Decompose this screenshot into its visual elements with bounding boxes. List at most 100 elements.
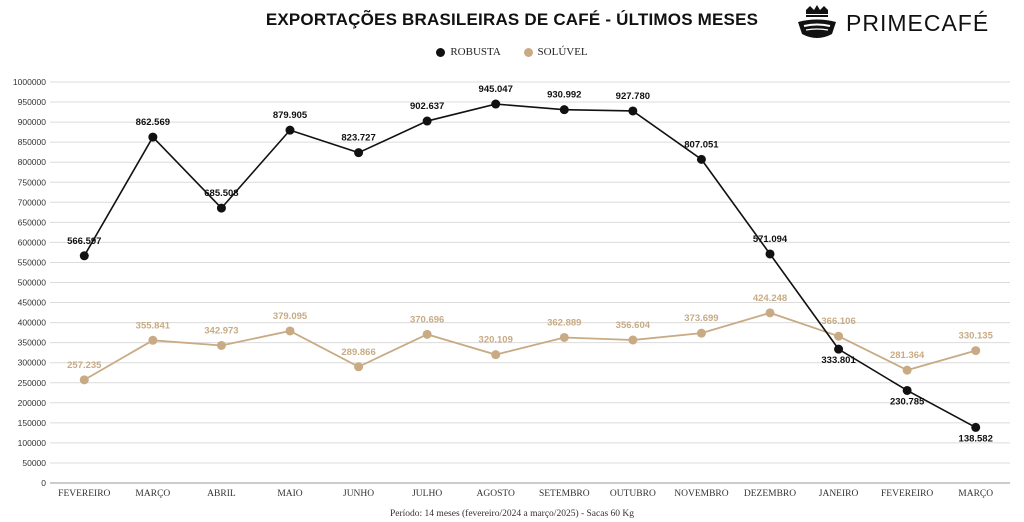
data-point-robusta <box>971 422 981 432</box>
data-point-robusta <box>559 105 569 115</box>
chart-footer-period: Período: 14 meses (fevereiro/2024 a març… <box>389 509 635 519</box>
data-point-robusta <box>285 125 295 135</box>
brand-name: PRIMECAFÉ <box>846 10 990 36</box>
data-label-robusta: 879.905 <box>273 110 308 121</box>
data-label-robusta: 862.569 <box>136 117 170 128</box>
y-tick-label: 550000 <box>18 257 47 267</box>
data-point-soluvel <box>354 362 364 372</box>
data-label-soluvel: 362.889 <box>547 317 581 328</box>
data-label-soluvel: 370.696 <box>410 314 444 325</box>
legend-item-robusta: ROBUSTA <box>436 46 501 58</box>
data-label-soluvel: 281.364 <box>890 350 925 361</box>
data-label-soluvel: 355.841 <box>136 320 171 331</box>
data-point-soluvel <box>79 375 89 385</box>
x-tick-label: FEVEREIRO <box>881 489 933 499</box>
y-tick-label: 900000 <box>18 117 47 127</box>
x-tick-label: DEZEMBRO <box>744 489 796 499</box>
brand-logo: PRIMECAFÉ <box>790 4 1020 44</box>
chart-legend: ROBUSTA SOLÚVEL <box>0 46 1024 60</box>
legend-label-robusta: ROBUSTA <box>450 46 501 58</box>
data-label-soluvel: 366.106 <box>821 316 855 327</box>
data-label-soluvel: 379.095 <box>273 311 308 322</box>
data-point-soluvel <box>216 340 226 350</box>
data-label-robusta: 927.780 <box>616 91 650 102</box>
data-point-robusta <box>354 148 364 158</box>
data-label-soluvel: 356.604 <box>616 320 651 331</box>
data-point-soluvel <box>491 350 501 360</box>
data-label-soluvel: 373.699 <box>684 313 718 324</box>
y-tick-label: 50000 <box>22 458 46 468</box>
x-tick-label: OUTUBRO <box>610 489 656 499</box>
data-point-soluvel <box>559 332 569 342</box>
coffee-cup-crown-icon <box>798 5 836 38</box>
y-tick-label: 100000 <box>18 438 47 448</box>
data-label-robusta: 230.785 <box>890 396 925 407</box>
data-point-soluvel <box>148 335 158 345</box>
y-tick-label: 200000 <box>18 398 47 408</box>
legend-marker-robusta <box>436 47 446 57</box>
data-label-robusta: 333.801 <box>821 355 856 366</box>
data-point-soluvel <box>628 335 638 345</box>
data-point-robusta <box>628 106 638 116</box>
y-tick-label: 450000 <box>18 298 47 308</box>
x-tick-label: MARÇO <box>958 489 993 499</box>
x-tick-label: FEVEREIRO <box>58 489 110 499</box>
x-tick-label: MAIO <box>277 489 302 499</box>
y-tick-label: 350000 <box>18 338 47 348</box>
data-point-robusta <box>765 249 775 259</box>
data-label-robusta: 807.051 <box>684 139 719 150</box>
data-label-soluvel: 424.248 <box>753 293 787 304</box>
data-point-soluvel <box>285 326 295 336</box>
y-tick-label: 700000 <box>18 197 47 207</box>
x-tick-label: JULHO <box>412 489 442 499</box>
y-tick-label: 850000 <box>18 137 47 147</box>
x-tick-label: SETEMBRO <box>539 489 590 499</box>
series-line-robusta <box>83 103 977 429</box>
data-label-soluvel: 330.135 <box>959 331 994 342</box>
data-point-soluvel <box>696 328 706 338</box>
y-tick-label: 300000 <box>18 358 47 368</box>
data-label-robusta: 902.637 <box>410 101 444 112</box>
y-tick-label: 150000 <box>18 418 47 428</box>
data-point-robusta <box>422 116 432 126</box>
data-point-soluvel <box>902 365 912 375</box>
data-point-robusta <box>148 132 158 142</box>
data-point-robusta <box>491 99 501 109</box>
legend-label-soluvel: SOLÚVEL <box>537 46 588 58</box>
chart-title: EXPORTAÇÕES BRASILEIRAS DE CAFÉ - ÚLTIMO… <box>265 10 759 29</box>
y-tick-label: 1000000 <box>13 77 46 87</box>
legend-marker-soluvel <box>523 47 533 57</box>
y-tick-label: 950000 <box>18 97 47 107</box>
data-label-soluvel: 320.109 <box>479 335 513 346</box>
x-tick-label: JUNHO <box>343 489 374 499</box>
data-label-robusta: 138.582 <box>959 433 993 444</box>
x-tick-label: ABRIL <box>207 489 236 499</box>
y-tick-label: 400000 <box>18 318 47 328</box>
data-label-robusta: 571.094 <box>753 234 788 245</box>
data-point-robusta <box>216 203 226 213</box>
y-tick-label: 600000 <box>18 237 47 247</box>
x-tick-label: MARÇO <box>135 489 170 499</box>
x-tick-label: AGOSTO <box>477 489 515 499</box>
x-tick-label: NOVEMBRO <box>674 489 729 499</box>
y-tick-label: 500000 <box>18 278 47 288</box>
legend-item-soluvel: SOLÚVEL <box>523 46 588 58</box>
data-label-robusta: 566.597 <box>67 236 101 247</box>
y-tick-label: 750000 <box>18 177 47 187</box>
data-point-soluvel <box>765 308 775 318</box>
data-label-robusta: 685.508 <box>204 188 238 199</box>
data-label-soluvel: 289.866 <box>341 347 375 358</box>
data-point-soluvel <box>834 331 844 341</box>
data-point-soluvel <box>971 346 981 356</box>
data-point-soluvel <box>422 329 432 339</box>
data-point-robusta <box>834 344 844 354</box>
y-tick-label: 250000 <box>18 378 47 388</box>
data-label-robusta: 930.992 <box>547 90 581 101</box>
data-point-robusta <box>79 251 89 261</box>
data-label-robusta: 823.727 <box>341 133 375 144</box>
data-label-soluvel: 257.235 <box>67 360 102 371</box>
data-label-robusta: 945.047 <box>479 84 513 95</box>
data-label-soluvel: 342.973 <box>204 325 238 336</box>
x-tick-label: JANEIRO <box>819 489 859 499</box>
